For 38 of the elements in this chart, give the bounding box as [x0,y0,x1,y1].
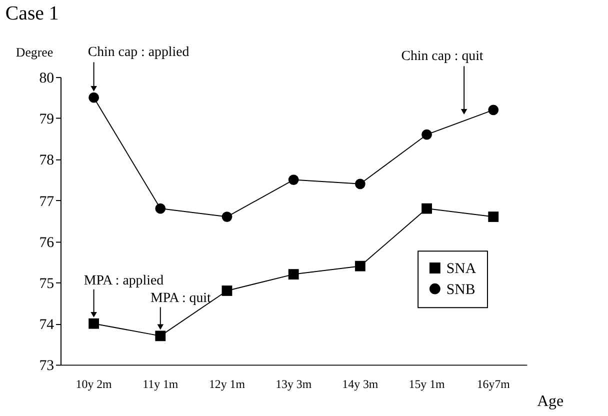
x-tick-label: 11y 1m [142,377,179,392]
point [422,203,432,214]
legend-label: SNA [446,260,476,277]
y-axis-title: Degree [16,46,54,60]
point [354,260,366,272]
point [488,104,499,116]
point [88,318,99,329]
point [222,286,232,296]
annotation: MPA : quit [150,291,212,306]
y-tick-label: 74 [39,317,55,334]
point [288,269,299,280]
x-axis-title: Age [537,392,564,410]
point [155,203,166,214]
x-tick-label: 13y 3m [276,377,312,392]
x-tick-label: 10y 2m [76,377,113,392]
point [88,92,99,103]
point [354,178,366,190]
y-tick-label: 76 [39,234,54,251]
x-tick-label: 12y 1m [208,377,246,392]
x-tick-label: 15y 1m [408,377,446,392]
y-tick-label: 78 [39,152,54,169]
y-tick-label: 75 [39,276,54,292]
point [222,212,232,222]
annotation: Chin cap : applied [88,45,190,60]
point [155,330,166,342]
legend-label: SNB [446,282,476,298]
point [488,212,499,222]
x-tick-label: 14y 3m [342,377,379,392]
y-tick-label: 80 [39,70,54,87]
y-tick-label: 77 [39,194,54,210]
x-tick-label: 16y7m [476,377,511,392]
y-tick-label: 79 [39,112,54,128]
text: Chin cap : quit [401,49,484,64]
point [288,174,299,185]
y-tick-label: 73 [39,358,54,374]
chart-title: Case 1 [5,2,59,25]
annotation: MPA : applied [84,273,164,288]
point [422,129,432,140]
